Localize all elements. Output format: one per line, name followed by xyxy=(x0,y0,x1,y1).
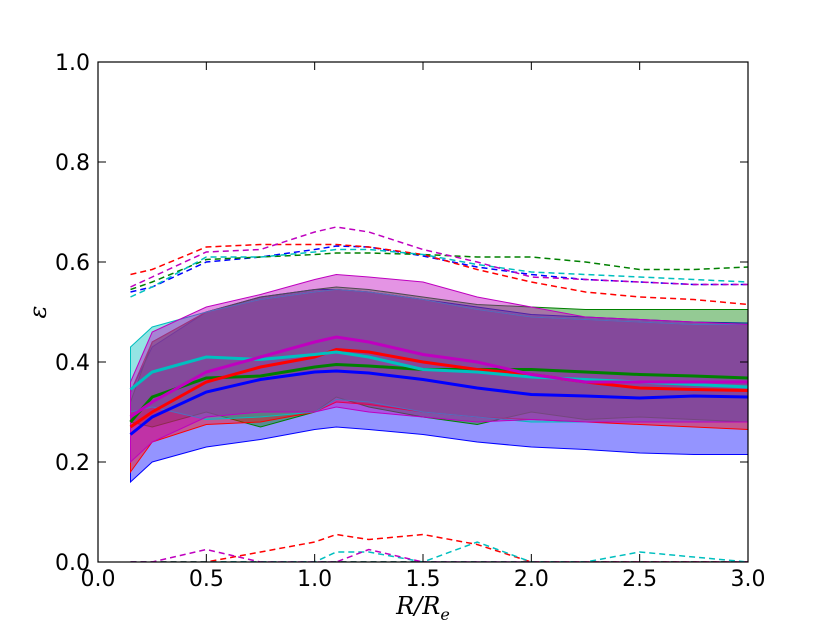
series-2-upper-dashed-line xyxy=(130,252,748,291)
series-3-lower-dashed-line xyxy=(130,533,748,562)
x-tick-label: 1.5 xyxy=(406,567,441,592)
series-1-band xyxy=(130,289,748,484)
x-axis-label: R/Re xyxy=(395,592,450,624)
series-3-upper-dashed-line xyxy=(130,243,748,306)
x-tick-label: 0.5 xyxy=(189,567,224,592)
y-tick-label: 0.2 xyxy=(55,451,90,476)
series-2-median-line xyxy=(129,362,748,423)
y-axis-label: ε xyxy=(24,306,52,319)
y-tick-label: 0.8 xyxy=(55,151,90,176)
series-1-median-line xyxy=(129,369,748,436)
axes: 0.0 0.5 1.0 1.5 2.0 2.5 3.0 0.0 0.2 0.4 0.6 0.8 1.0 R… xyxy=(24,51,766,624)
y-tick-label: 0.0 xyxy=(55,551,90,576)
series-5-upper-dashed-line xyxy=(130,226,748,288)
series-4-upper-dashed-line xyxy=(130,248,748,298)
y-tick-label: 0.4 xyxy=(55,351,90,376)
series-4-lower-dashed-line xyxy=(130,541,748,562)
y-tick-label: 0.6 xyxy=(55,251,90,276)
x-tick-label: 2.0 xyxy=(514,567,549,592)
x-tick-label: 0.0 xyxy=(81,567,116,592)
x-tick-label: 2.5 xyxy=(622,567,657,592)
y-tick-label: 1.0 xyxy=(55,51,90,76)
series-3-median-line xyxy=(129,347,748,429)
series-5-lower-dashed-line xyxy=(130,548,748,562)
series-5-median-line xyxy=(129,335,748,419)
x-tick-label: 3.0 xyxy=(731,567,766,592)
plot-area xyxy=(129,226,748,562)
x-tick-label: 1.0 xyxy=(297,567,332,592)
